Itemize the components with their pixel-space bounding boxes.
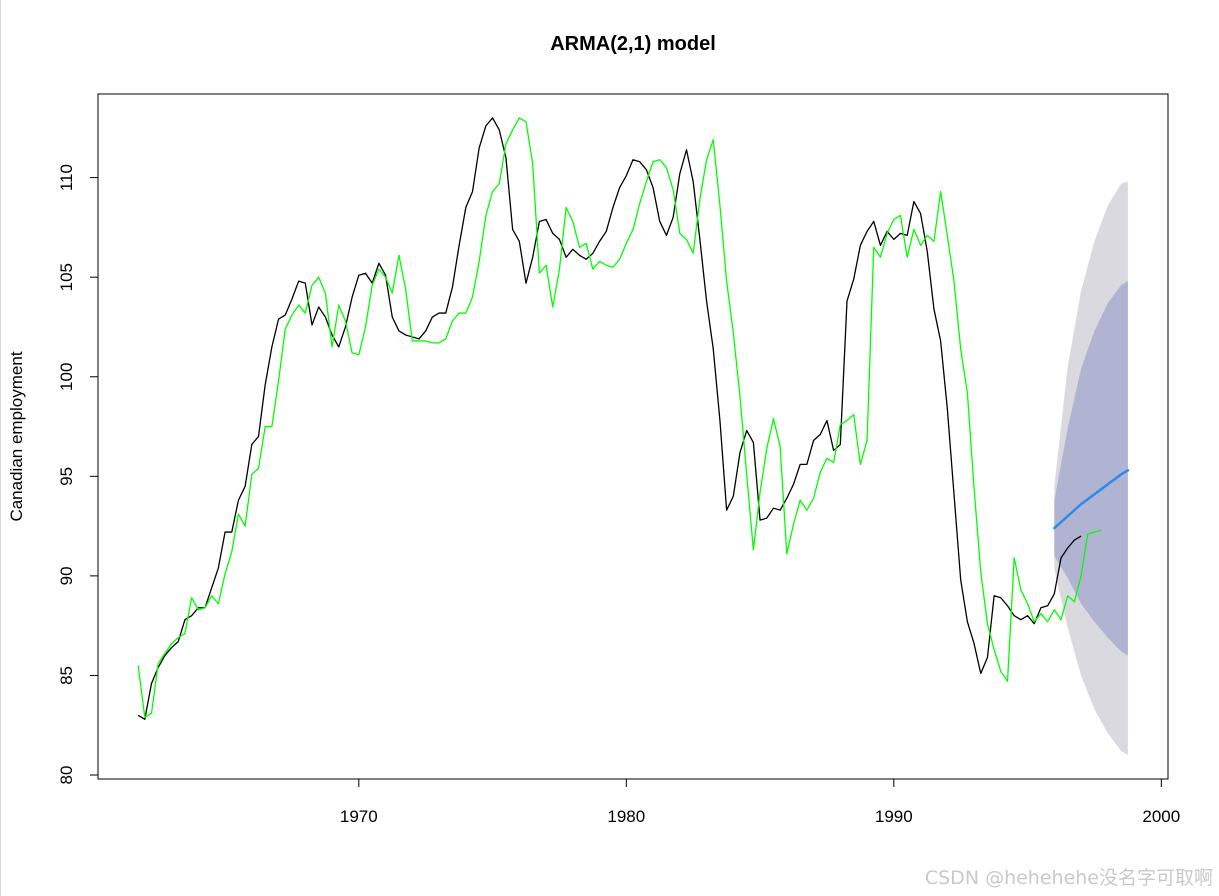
y-tick-label: 95	[57, 467, 76, 486]
y-tick-label: 80	[57, 766, 76, 785]
watermark: CSDN @hehehehe没名字可取啊	[924, 867, 1213, 889]
y-tick-label: 90	[57, 566, 76, 585]
y-tick-label: 100	[57, 363, 76, 391]
y-tick-label: 105	[57, 263, 76, 291]
x-tick-label: 1990	[875, 807, 913, 826]
window-edge	[0, 0, 1, 896]
x-tick-label: 1980	[607, 807, 645, 826]
y-axis-label: Canadian employment	[7, 351, 26, 521]
series-observed	[137, 117, 1082, 720]
y-tick-label: 110	[57, 164, 76, 191]
plot-frame	[97, 93, 1169, 780]
chart-title: ARMA(2,1) model	[550, 33, 716, 55]
series-forecast	[1053, 469, 1130, 530]
x-tick-label: 1970	[340, 807, 378, 826]
y-tick-label: 85	[57, 666, 76, 685]
series-fitted	[137, 117, 1102, 718]
x-tick-label: 2000	[1142, 807, 1180, 826]
prediction-band-80	[1054, 281, 1128, 656]
